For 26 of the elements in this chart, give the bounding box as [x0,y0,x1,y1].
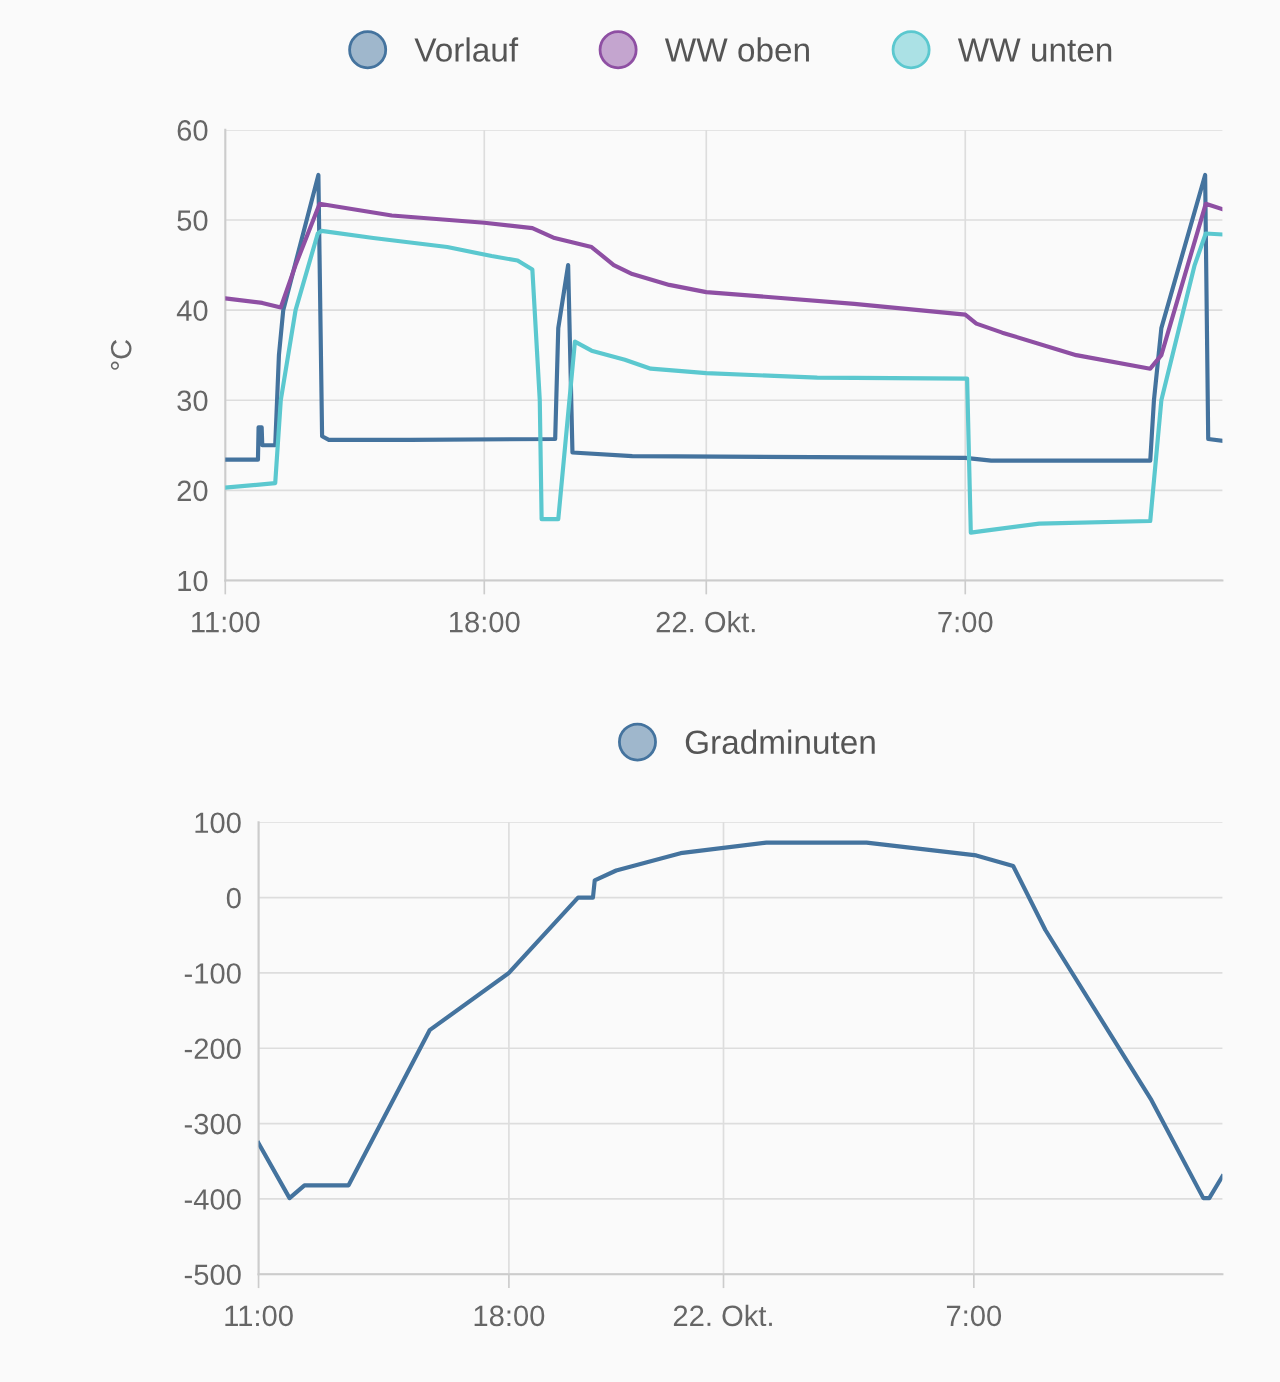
x-tick-label: 7:00 [946,1305,1002,1327]
y-tick-label: 0 [226,887,241,909]
y-tick-label: -200 [184,1038,241,1060]
y-axis-title: °C [110,339,132,370]
legend-label: Gradminuten [685,729,875,755]
y-tick-label: 30 [177,390,208,412]
y-tick-label: 10 [178,570,208,592]
x-tick-label: 7:00 [938,611,993,633]
y-tick-label: 100 [195,812,241,834]
x-tick-label: 11:00 [192,611,260,633]
x-tick-label: 18:00 [474,1305,545,1327]
y-tick-label: -300 [184,1113,241,1135]
y-tick-label: 40 [176,300,208,321]
y-tick-label: -500 [184,1264,241,1286]
x-tick-label: 22. Okt. [656,611,755,633]
y-tick-label: 60 [177,120,208,141]
x-tick-label: 18:00 [450,611,520,633]
x-tick-label: 22. Okt. [673,1304,772,1327]
x-tick-label: 11:00 [225,1305,293,1327]
y-tick-label: 20 [177,480,208,502]
y-tick-label: 50 [177,210,208,231]
legend-label: WW unten [957,38,1112,62]
y-tick-label: -100 [184,963,241,984]
legend-label: Vorlauf [414,37,519,62]
legend-label: WW oben [664,37,809,62]
y-tick-label: -400 [184,1189,241,1210]
